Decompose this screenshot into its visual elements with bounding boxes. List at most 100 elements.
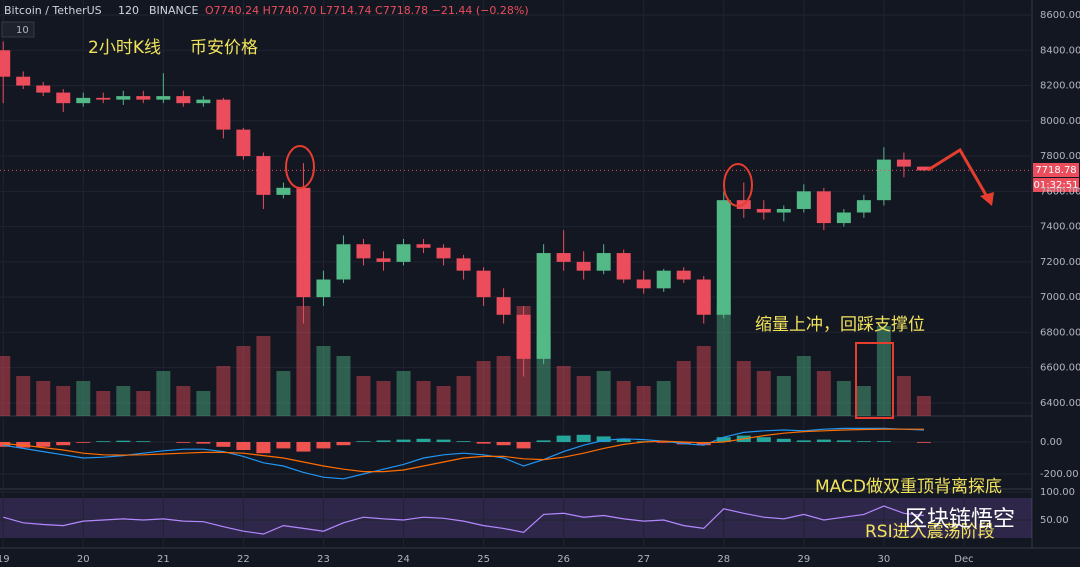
y-tick-label: 6400.00: [1040, 398, 1080, 409]
volume-bar: [56, 386, 71, 416]
volume-bar: [276, 371, 291, 416]
y-tick-label: 8000.00: [1040, 116, 1080, 127]
y-tick-label: 7200.00: [1040, 257, 1080, 268]
x-tick-label: 28: [717, 554, 730, 565]
macd-histogram: [796, 440, 811, 442]
candle-body: [596, 253, 611, 271]
volume-bar: [436, 386, 451, 416]
macd-line: [3, 427, 924, 480]
candle-body: [276, 187, 291, 195]
y-tick-label: 7800.00: [1040, 151, 1080, 162]
volume-bar: [776, 376, 791, 416]
volume-bar: [0, 356, 11, 416]
volume-bar: [816, 371, 831, 416]
volume-bar: [456, 376, 471, 416]
macd-histogram: [276, 442, 291, 449]
macd-histogram: [516, 442, 531, 449]
candle-body: [876, 159, 891, 201]
x-tick-label: 25: [477, 554, 490, 565]
candle-body: [56, 92, 71, 104]
volume-bar: [856, 386, 871, 416]
macd-histogram: [776, 438, 791, 442]
macd-histogram: [596, 436, 611, 442]
candle-body: [216, 99, 231, 130]
macd-histogram: [376, 440, 391, 442]
candle-body: [236, 129, 251, 157]
candle-body: [136, 96, 151, 100]
macd-histogram: [296, 442, 311, 452]
macd-histogram: [556, 435, 571, 442]
volume-bar: [376, 381, 391, 416]
x-tick-label: 24: [397, 554, 410, 565]
indicator-toggle[interactable]: [1, 21, 35, 38]
macd-histogram: [476, 442, 491, 444]
volume-bar: [96, 391, 111, 416]
volume-bar: [36, 381, 51, 416]
volume-bar: [796, 356, 811, 416]
y-tick-label: 6600.00: [1040, 363, 1080, 374]
macd-histogram: [616, 438, 631, 442]
candle-body: [416, 244, 431, 248]
candle-body: [756, 208, 771, 213]
volume-bar: [196, 391, 211, 416]
macd-histogram: [136, 441, 151, 442]
volume-bar: [396, 371, 411, 416]
macd-histogram: [356, 441, 371, 442]
volume-bar: [216, 366, 231, 416]
x-tick-label: 22: [237, 554, 250, 565]
macd-histogram: [76, 442, 91, 443]
volume-bar: [476, 361, 491, 416]
candle-body: [836, 212, 851, 224]
y-tick-label: 8600.00: [1040, 10, 1080, 21]
macd-histogram: [56, 442, 71, 446]
highlight-circle: [285, 145, 315, 189]
volume-bar: [136, 391, 151, 416]
candle-body: [0, 50, 11, 77]
candle-body: [96, 97, 111, 100]
volume-bar: [676, 361, 691, 416]
candle-body: [196, 99, 211, 104]
candle-body: [636, 279, 651, 289]
axis-bg: [1032, 0, 1080, 567]
y-tick-label: -200.00: [1040, 469, 1079, 480]
interval: 120: [118, 4, 139, 17]
indicator-count: 10: [16, 25, 29, 36]
candle-body: [776, 208, 791, 213]
annotation: MACD做双重顶背离探底: [815, 477, 1002, 497]
candle-body: [296, 187, 311, 298]
candle-body: [116, 96, 131, 100]
macd-histogram: [216, 442, 231, 447]
macd-histogram: [456, 441, 471, 442]
y-tick-label: 8400.00: [1040, 45, 1080, 56]
exchange: BINANCE: [149, 4, 198, 17]
macd-histogram: [716, 437, 731, 442]
watermark: 区块链悟空: [905, 507, 1015, 532]
candle-body: [656, 270, 671, 289]
y-tick-label: 50.00: [1040, 515, 1069, 526]
macd-histogram: [96, 441, 111, 442]
volume-bar: [596, 371, 611, 416]
annotation: 2小时K线: [88, 38, 161, 58]
candle-body: [396, 244, 411, 262]
candle-body: [556, 253, 571, 262]
arrow-head: [980, 192, 994, 206]
volume-bar: [756, 371, 771, 416]
volume-bar: [556, 366, 571, 416]
candle-body: [36, 85, 51, 93]
macd-histogram: [696, 442, 711, 446]
macd-histogram: [196, 442, 211, 444]
volume-bar: [876, 326, 891, 416]
annotation: 缩量上冲，回踩支撑位: [755, 315, 925, 335]
macd-histogram: [836, 440, 851, 442]
macd-histogram: [116, 440, 131, 442]
symbol: Bitcoin / TetherUS: [4, 4, 102, 17]
candle-body: [256, 156, 271, 195]
highlight-box: [855, 342, 894, 419]
volume-bar: [656, 381, 671, 416]
ohlc: O7740.24 H7740.70 L7714.74 C7718.78 −21.…: [205, 4, 529, 17]
x-tick-label: 20: [77, 554, 90, 565]
macd-histogram: [576, 434, 591, 442]
volume-bar: [176, 386, 191, 416]
x-tick-label: 27: [637, 554, 650, 565]
